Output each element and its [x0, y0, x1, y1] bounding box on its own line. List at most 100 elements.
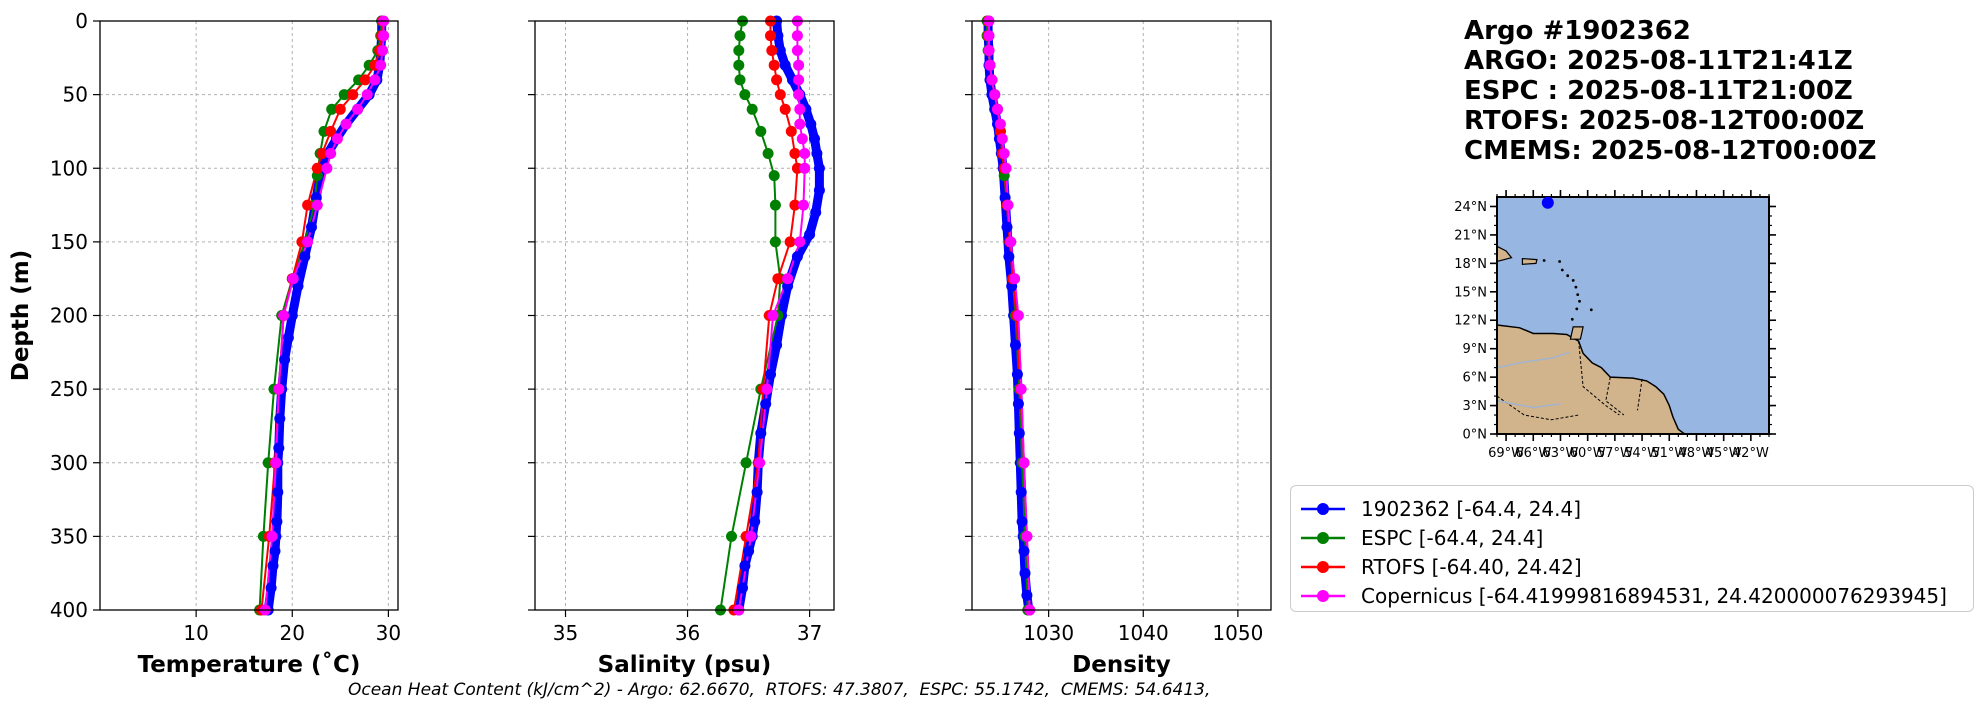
salinity-rtofs-point	[774, 89, 786, 101]
salinity-argo-point	[743, 545, 755, 557]
salinity-argo-point	[811, 148, 823, 159]
salinity-xtick-label: 35	[553, 621, 578, 645]
temperature-copernicus-point	[321, 162, 333, 174]
density-xtick-label: 1030	[1023, 621, 1074, 645]
legend-label-copernicus: Copernicus [-64.41999816894531, 24.42000…	[1361, 584, 1947, 608]
legend: 1902362 [-64.4, 24.4] ESPC [-64.4, 24.4]…	[1290, 485, 1974, 612]
salinity-argo-point	[805, 118, 817, 130]
map-lat-label: 21°N	[1454, 228, 1487, 243]
salinity-copernicus-point	[782, 273, 794, 285]
map-river	[1496, 400, 1561, 409]
map-small-island	[1558, 260, 1561, 263]
temperature-argo-point	[265, 582, 277, 594]
map-small-island	[1571, 279, 1575, 282]
legend-label-argo: 1902362 [-64.4, 24.4]	[1361, 497, 1582, 521]
temperature-argo-point	[306, 221, 317, 233]
salinity-argo-point	[813, 184, 825, 196]
temperature-rtofs-point	[347, 89, 359, 101]
map-lon-label: 51°W	[1651, 446, 1687, 461]
map-lon-label: 42°W	[1733, 446, 1769, 461]
salinity-argo-point	[760, 398, 772, 410]
map-border	[1578, 341, 1620, 416]
map-lon-label: 60°W	[1570, 446, 1606, 461]
map-border	[1637, 378, 1643, 411]
legend-label-rtofs: RTOFS [-64.40, 24.42]	[1361, 555, 1582, 579]
salinity-espc-point	[726, 530, 737, 542]
rtofs-time: RTOFS: 2025-08-12T00:00Z	[1464, 106, 1865, 136]
salinity-rtofs-point	[789, 148, 801, 159]
temperature-copernicus-point	[361, 89, 373, 101]
salinity-copernicus-point	[799, 148, 811, 159]
salinity-copernicus-point	[798, 199, 809, 211]
salinity-espc-point	[769, 236, 781, 248]
salinity-argo-point	[813, 162, 825, 174]
map-small-island	[1576, 293, 1580, 296]
salinity-rtofs-point	[789, 199, 801, 211]
salinity-copernicus-point	[791, 30, 803, 42]
float-id: Argo #1902362	[1464, 16, 1691, 46]
argo-time: ARGO: 2025-08-11T21:41Z	[1464, 46, 1853, 76]
density-copernicus-point	[996, 133, 1008, 145]
salinity-argo-point	[774, 45, 786, 56]
salinity-rtofs-point	[766, 45, 778, 56]
map-lat-label: 3°N	[1463, 399, 1488, 414]
map-small-island	[1578, 299, 1581, 303]
salinity-xtick-label: 37	[797, 621, 822, 645]
salinity-copernicus-point	[793, 59, 805, 71]
density-copernicus-point	[1000, 162, 1012, 174]
salinity-espc-point	[746, 103, 758, 115]
temperature-argo-point	[271, 516, 283, 528]
salinity-argo-point	[739, 560, 751, 572]
salinity-espc-point	[734, 74, 746, 86]
temperature-argo-point	[299, 251, 311, 263]
salinity-argo-point	[804, 229, 816, 240]
density-xtick-label: 1050	[1212, 621, 1263, 645]
temperature-rtofs-point	[359, 74, 371, 86]
map-lon-label: 69°W	[1488, 446, 1524, 461]
density-copernicus-point	[1009, 273, 1021, 285]
salinity-espc-point	[733, 45, 745, 56]
map-lon-label: 57°W	[1597, 446, 1633, 461]
density-panel: 1030 1040 1050 Density	[965, 15, 1272, 678]
temperature-panel: 0 50 100 150 200 250 300 350 400 10 20 30 Temperatur…	[8, 9, 401, 678]
temperature-copernicus-point	[331, 133, 343, 145]
salinity-argo-point	[779, 59, 791, 71]
salinity-rtofs-point	[785, 125, 797, 137]
density-argo-point	[1001, 221, 1013, 233]
map-lat-label: 0°N	[1463, 428, 1488, 443]
temperature-copernicus-point	[352, 103, 364, 115]
temperature-argo-point	[282, 332, 294, 344]
temperature-rtofs-point	[334, 103, 346, 115]
temperature-argo-point	[274, 413, 286, 425]
legend-swatch-argo	[1301, 503, 1345, 515]
temperature-ytick-label: 100	[50, 156, 88, 180]
salinity-copernicus-point	[761, 383, 773, 395]
temperature-copernicus-point	[270, 457, 282, 469]
density-argo-point	[1016, 516, 1028, 528]
legend-swatch-copernicus	[1301, 590, 1345, 602]
map-lat-label: 9°N	[1463, 342, 1488, 357]
temperature-rtofs-point	[325, 125, 337, 137]
legend-swatch-espc	[1301, 532, 1345, 544]
salinity-copernicus-point	[745, 530, 757, 542]
salinity-rtofs-point	[771, 74, 783, 86]
density-argo-line	[983, 16, 1034, 615]
density-copernicus-point	[989, 89, 1001, 101]
density-argo-point	[1015, 486, 1027, 498]
temperature-copernicus-point	[377, 45, 389, 56]
salinity-copernicus-point	[799, 162, 811, 174]
temperature-copernicus-point	[266, 530, 278, 542]
density-argo-point	[1013, 427, 1025, 439]
salinity-argo-point	[737, 582, 748, 594]
density-copernicus-point	[1012, 310, 1024, 321]
salinity-espc-point	[768, 170, 780, 182]
map-lon-label: 45°W	[1706, 446, 1742, 461]
salinity-argo-point	[809, 133, 820, 145]
density-copernicus-point	[984, 59, 996, 71]
map-lat-label: 6°N	[1463, 371, 1488, 386]
legend-label-espc: ESPC [-64.4, 24.4]	[1361, 526, 1544, 550]
map-island	[1569, 326, 1584, 340]
map-small-island	[1542, 259, 1546, 262]
legend-entry-argo: 1902362 [-64.4, 24.4]	[1299, 496, 1581, 522]
temperature-espc-point	[326, 103, 338, 115]
